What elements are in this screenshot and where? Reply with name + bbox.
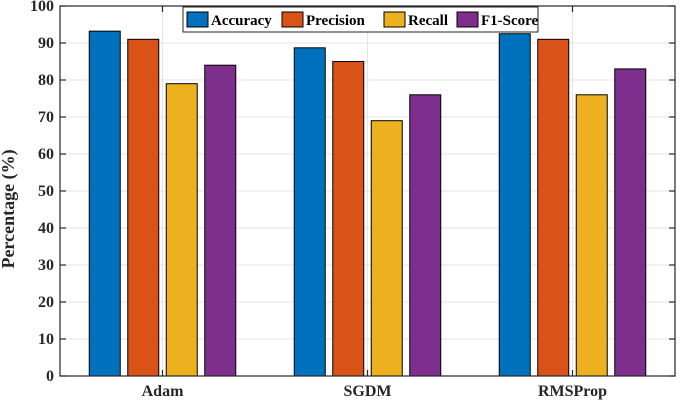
legend-swatch [186,11,209,28]
legend-label: Recall [408,13,448,29]
y-tick-label: 50 [38,183,54,200]
bar-f1-score-sgdm [409,94,442,377]
bar-recall-rmsprop [575,94,608,377]
bar-precision-rmsprop [537,38,570,377]
y-tick-label: 100 [30,0,54,15]
bar-f1-score-adam [204,64,237,377]
axes: 0 10 20 30 40 50 60 70 80 90 100 Adam SGDM RMSProp [30,0,676,400]
bar-accuracy-adam [88,30,121,377]
legend-box [182,6,539,33]
y-tick-label: 90 [38,35,54,52]
bar-recall-adam [165,83,198,377]
y-tick-label: 80 [38,72,54,89]
legend-label: Precision [306,13,366,29]
legend-swatch [281,11,304,28]
y-tick-label: 0 [46,368,54,385]
bars [88,30,647,377]
legend-swatch [383,11,406,28]
legend-swatch [456,11,479,28]
y-tick-label: 40 [38,220,54,237]
legend-label: Accuracy [211,13,272,29]
bar-precision-adam [127,38,160,377]
bar-recall-sgdm [370,120,403,377]
y-tick-label: 30 [38,257,54,274]
y-tick-label: 20 [38,294,54,311]
bar-f1-score-rmsprop [614,68,647,377]
y-tick-label: 10 [38,331,54,348]
x-tick-label: RMSProp [538,383,607,400]
y-axis-label: Percentage (%) [0,149,19,268]
bar-accuracy-sgdm [293,47,326,377]
y-tick-label: 60 [38,146,54,163]
legend-label: F1-Score [481,13,539,29]
legend: Accuracy Precision Recall F1-Score [182,6,539,33]
y-tick-label: 70 [38,109,54,126]
bar-accuracy-rmsprop [498,33,531,377]
bar-precision-sgdm [332,61,365,377]
x-tick-label: Adam [142,383,184,400]
x-tick-label: SGDM [344,383,392,400]
